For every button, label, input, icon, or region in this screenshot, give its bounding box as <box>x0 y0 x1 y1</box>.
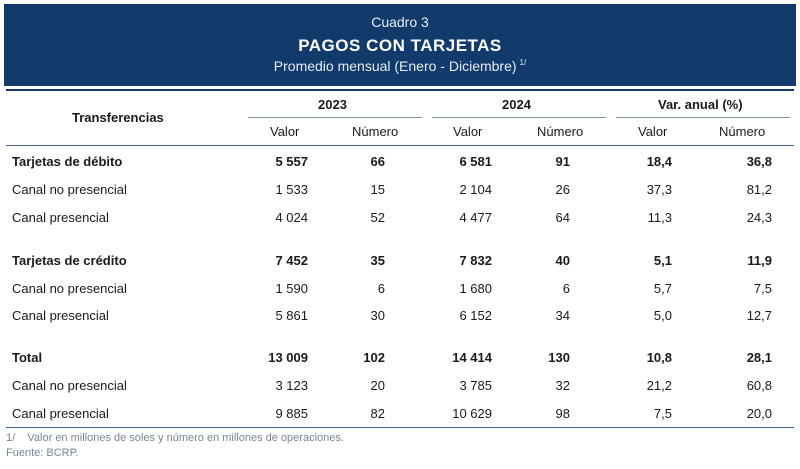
cell-numero-2024: 91 <box>555 154 570 169</box>
cell-numero-var: 20,0 <box>746 406 772 421</box>
cell-valor-2023: 5 861 <box>275 308 308 323</box>
row-label: Canal presencial <box>12 210 109 225</box>
cell-valor-2023: 7 452 <box>275 253 308 268</box>
cell-valor-var: 18,4 <box>646 154 672 169</box>
cell-numero-var: 81,2 <box>746 182 772 197</box>
cell-numero-2023: 35 <box>370 253 385 268</box>
group-rule-var <box>616 117 790 118</box>
row-label: Tarjetas de crédito <box>12 253 127 268</box>
col-header-transferencias: Transferencias <box>72 110 164 125</box>
cell-valor-2024: 14 414 <box>452 350 492 365</box>
subtitle-text: Promedio mensual (Enero - Diciembre) <box>273 58 517 74</box>
cell-valor-2024: 6 581 <box>459 154 492 169</box>
cell-valor-2023: 1 590 <box>275 281 308 296</box>
cell-valor-2023: 9 885 <box>275 406 308 421</box>
cell-numero-2024: 64 <box>555 210 570 225</box>
row-label: Total <box>12 350 43 365</box>
cell-numero-2024: 32 <box>555 378 570 393</box>
cell-numero-var: 28,1 <box>746 350 772 365</box>
row-label: Tarjetas de débito <box>12 154 123 169</box>
source-note: Fuente: BCRP. <box>6 447 79 459</box>
cell-numero-2024: 26 <box>555 182 570 197</box>
table-caption: Cuadro 3 <box>371 14 429 30</box>
col-header-valor-var: Valor <box>638 124 668 139</box>
row-label: Canal presencial <box>12 308 109 323</box>
header-bottom-rule <box>6 145 794 146</box>
cell-numero-var: 60,8 <box>746 378 772 393</box>
cell-valor-2024: 10 629 <box>452 406 492 421</box>
col-header-valor-2024: Valor <box>453 124 483 139</box>
cell-valor-2023: 5 557 <box>275 154 308 169</box>
cell-numero-var: 36,8 <box>746 154 772 169</box>
cell-valor-2024: 3 785 <box>459 378 492 393</box>
table-title: PAGOS CON TARJETAS <box>298 36 502 55</box>
table-subtitle: Promedio mensual (Enero - Diciembre) 1/ <box>4 58 796 74</box>
cell-valor-var: 5,0 <box>653 308 672 323</box>
cell-numero-2023: 102 <box>363 350 385 365</box>
cell-numero-2023: 15 <box>370 182 385 197</box>
group-rule-2024 <box>432 117 606 118</box>
cell-valor-var: 37,3 <box>646 182 672 197</box>
row-label: Canal no presencial <box>12 182 127 197</box>
cell-numero-2024: 6 <box>562 281 570 296</box>
col-group-var: Var. anual (%) <box>658 97 743 112</box>
col-header-numero-var: Número <box>719 124 766 139</box>
cell-valor-2024: 2 104 <box>459 182 492 197</box>
row-label: Canal presencial <box>12 406 109 421</box>
cell-valor-2023: 13 009 <box>268 350 308 365</box>
cell-valor-var: 21,2 <box>646 378 672 393</box>
cell-valor-2024: 7 832 <box>459 253 492 268</box>
cell-valor-2023: 1 533 <box>275 182 308 197</box>
cell-valor-var: 7,5 <box>653 406 672 421</box>
cell-valor-var: 11,3 <box>647 210 672 225</box>
group-rule-2023 <box>248 117 422 118</box>
cell-numero-var: 11,9 <box>747 253 772 268</box>
cell-numero-2023: 20 <box>370 378 385 393</box>
header-top-rule <box>6 89 794 91</box>
cell-numero-var: 12,7 <box>746 308 772 323</box>
col-group-2023: 2023 <box>318 97 347 112</box>
cell-numero-2024: 40 <box>555 253 570 268</box>
row-label: Canal no presencial <box>12 281 127 296</box>
col-header-numero-2023: Número <box>352 124 399 139</box>
cell-numero-2023: 30 <box>370 308 385 323</box>
footnote: 1/ Valor en millones de soles y número e… <box>6 432 344 444</box>
cell-valor-var: 5,7 <box>653 281 672 296</box>
cell-valor-var: 10,8 <box>646 350 672 365</box>
cell-valor-2023: 4 024 <box>275 210 308 225</box>
cell-numero-var: 24,3 <box>746 210 772 225</box>
cell-valor-2023: 3 123 <box>275 378 308 393</box>
col-header-valor-2023: Valor <box>270 124 300 139</box>
cell-valor-2024: 6 152 <box>459 308 492 323</box>
cell-numero-2024: 34 <box>555 308 570 323</box>
cell-numero-var: 7,5 <box>753 281 772 296</box>
cell-numero-2024: 130 <box>548 350 570 365</box>
row-label: Canal no presencial <box>12 378 127 393</box>
cell-numero-2023: 66 <box>370 154 385 169</box>
col-header-numero-2024: Número <box>537 124 584 139</box>
cell-numero-2024: 98 <box>555 406 570 421</box>
cell-valor-2024: 4 477 <box>459 210 492 225</box>
cell-numero-2023: 82 <box>370 406 385 421</box>
cell-numero-2023: 6 <box>377 281 385 296</box>
cell-valor-var: 5,1 <box>653 253 672 268</box>
subtitle-footnote-mark: 1/ <box>519 58 527 67</box>
cell-numero-2023: 52 <box>370 210 385 225</box>
col-group-2024: 2024 <box>502 97 531 112</box>
table-bottom-rule <box>6 427 794 428</box>
table-header-band: Cuadro 3 PAGOS CON TARJETAS Promedio men… <box>4 4 796 86</box>
cell-valor-2024: 1 680 <box>459 281 492 296</box>
